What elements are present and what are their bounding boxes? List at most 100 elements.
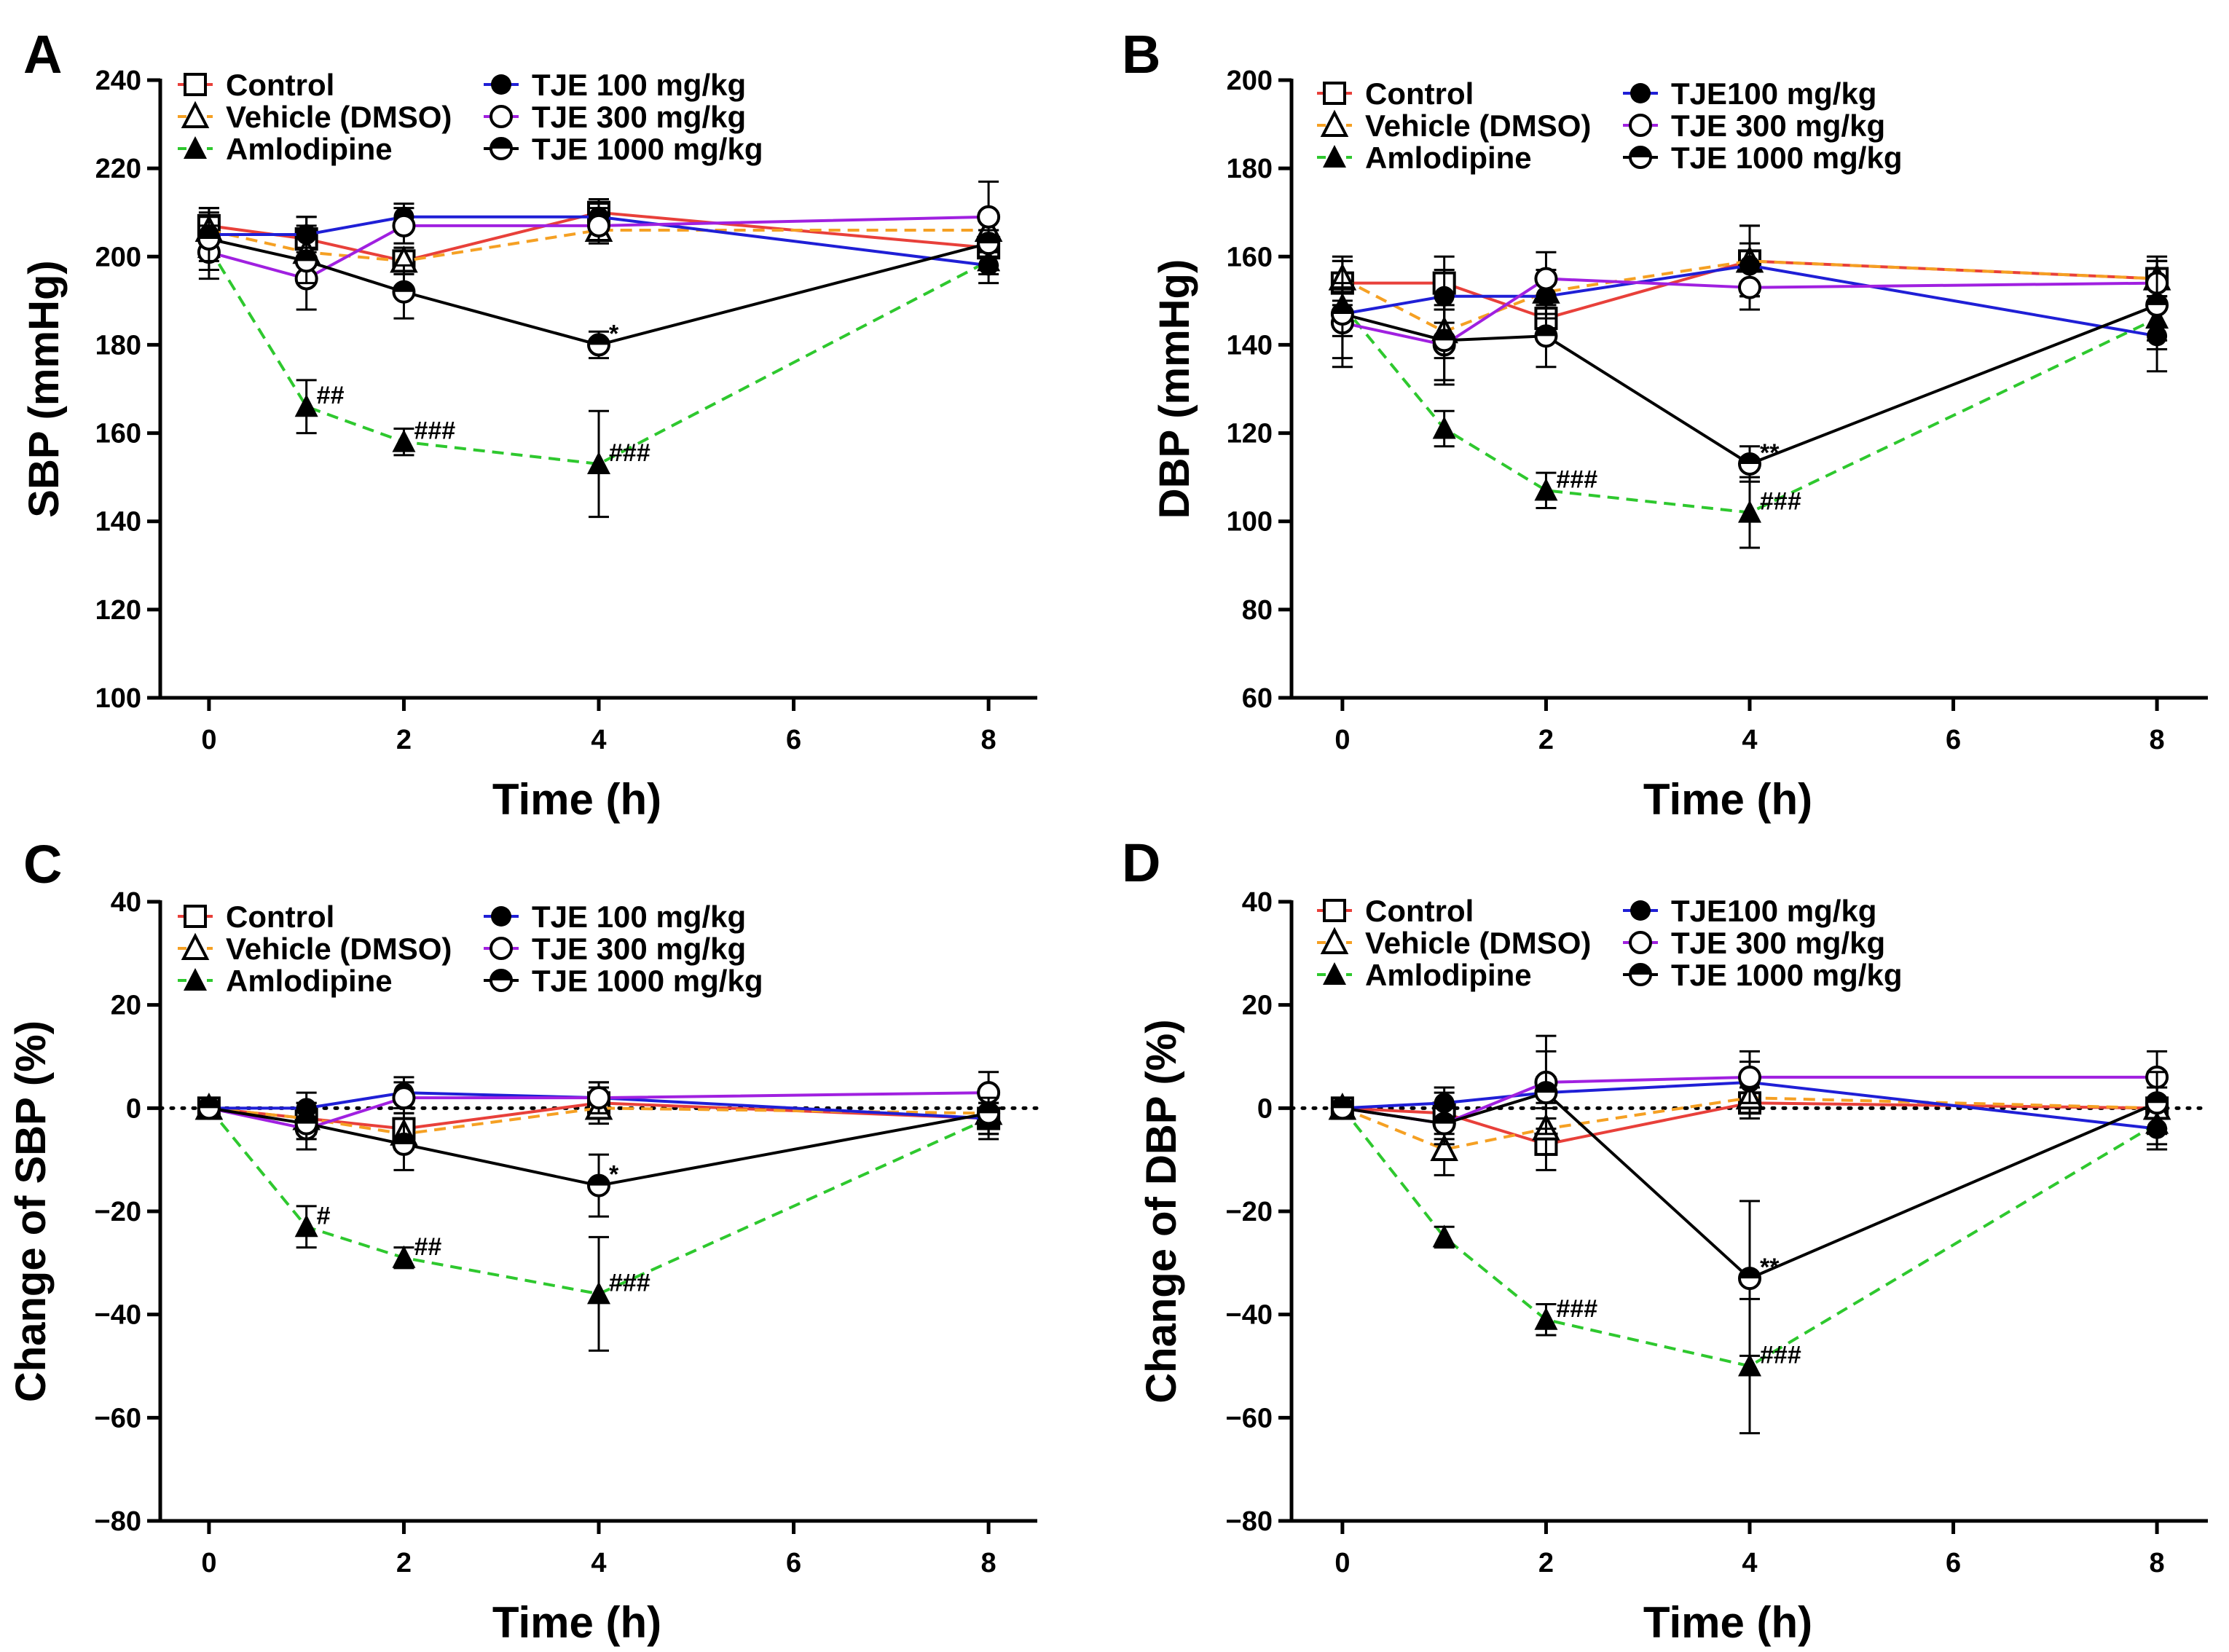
legend-label: TJE100 mg/kg (1671, 76, 1876, 111)
data-point (294, 1112, 318, 1136)
y-tick-label: 100 (95, 683, 141, 714)
series-tje-300-mg-kg (1330, 1034, 2169, 1146)
legend-item: Vehicle (DMSO) (178, 932, 452, 966)
legend-marker (1320, 109, 1349, 137)
data-point (2145, 1091, 2169, 1115)
series-line (1342, 304, 2158, 466)
legend-marker (1323, 899, 1346, 922)
data-point (587, 451, 610, 474)
y-tick-label: −60 (95, 1403, 141, 1433)
legend-marker (490, 105, 513, 128)
legend-label: Amlodipine (226, 964, 393, 998)
legend-marker (1630, 900, 1651, 921)
x-axis-label: Time (h) (1643, 775, 1812, 824)
y-tick-label: 120 (95, 595, 141, 626)
legend-marker (184, 136, 207, 159)
significance-label: ### (1760, 488, 1801, 516)
legend-label: TJE 1000 mg/kg (1671, 141, 1902, 175)
y-tick-label: 220 (95, 154, 141, 184)
legend-item: TJE100 mg/kg (1623, 894, 1876, 928)
legend-label: Control (226, 68, 334, 102)
legend-label: TJE 1000 mg/kg (1671, 958, 1902, 992)
legend-item: TJE 1000 mg/kg (1623, 141, 1902, 175)
data-point (392, 280, 416, 304)
data-point (1534, 267, 1558, 291)
y-tick-label: 240 (95, 66, 141, 96)
legend-marker (1630, 83, 1651, 103)
y-tick-label: −80 (1226, 1506, 1273, 1537)
significance-label: ** (1760, 439, 1780, 467)
y-tick-label: −20 (1226, 1197, 1273, 1227)
legend-marker (490, 969, 513, 992)
data-point (392, 213, 416, 237)
y-tick-label: −80 (95, 1506, 141, 1537)
legend-marker (1629, 146, 1652, 169)
data-point (392, 1132, 416, 1156)
series-tje-1000-mg-kg (1330, 259, 2169, 483)
legend-marker (1323, 82, 1346, 105)
data-point (392, 1245, 416, 1268)
legend-item: TJE 1000 mg/kg (484, 132, 763, 166)
legend-item: Control (178, 900, 334, 934)
legend-marker (184, 73, 207, 96)
x-tick-label: 6 (1946, 725, 1961, 755)
data-point (1330, 1096, 1354, 1120)
significance-label: ### (414, 417, 455, 445)
y-tick-label: 20 (1242, 991, 1273, 1021)
legend-item: Amlodipine (178, 964, 393, 998)
x-tick-label: 6 (1946, 1548, 1961, 1578)
data-point (1432, 416, 1456, 439)
x-tick-label: 6 (786, 1548, 801, 1578)
data-point (587, 1173, 610, 1197)
data-point (2145, 293, 2169, 317)
legend-marker (1323, 145, 1346, 168)
legend-item: TJE 300 mg/kg (1623, 926, 1885, 960)
x-tick-label: 8 (2150, 725, 2165, 755)
legend-item: TJE 300 mg/kg (1623, 109, 1885, 143)
data-point (1534, 1307, 1558, 1330)
x-tick-label: 8 (981, 1548, 996, 1578)
x-tick-label: 4 (591, 1548, 606, 1578)
significance-label: * (609, 1161, 619, 1189)
data-point (1738, 1267, 1761, 1291)
x-tick-label: 8 (981, 725, 996, 755)
legend-label: TJE 300 mg/kg (1671, 109, 1885, 143)
y-tick-label: 200 (1227, 66, 1273, 96)
legend-label: Vehicle (DMSO) (1365, 926, 1591, 960)
x-tick-label: 2 (1538, 1548, 1554, 1578)
x-tick-label: 4 (591, 725, 606, 755)
significance-label: ### (609, 439, 650, 467)
data-point (1738, 1065, 1761, 1089)
legend-label: Amlodipine (1365, 958, 1532, 992)
y-tick-label: 160 (1227, 242, 1273, 272)
legend-item: TJE 300 mg/kg (484, 932, 746, 966)
legend-label: Amlodipine (226, 132, 393, 166)
panel-letter: C (23, 834, 62, 894)
x-tick-label: 2 (396, 725, 412, 755)
y-tick-label: 180 (95, 330, 141, 361)
legend-marker (1320, 927, 1349, 954)
y-tick-label: 140 (95, 507, 141, 538)
data-point (392, 1086, 416, 1110)
data-point (1738, 1353, 1761, 1377)
y-tick-label: 60 (1242, 683, 1273, 714)
data-point (1330, 302, 1354, 326)
x-tick-label: 4 (1742, 725, 1757, 755)
significance-label: * (609, 320, 619, 347)
legend-marker (1629, 963, 1652, 986)
legend-item: Control (1317, 76, 1474, 111)
x-tick-label: 0 (1334, 1548, 1350, 1578)
series-tje-1000-mg-kg (197, 1096, 1001, 1218)
data-point (197, 1096, 221, 1120)
x-tick-label: 2 (396, 1548, 412, 1578)
legend-marker (184, 968, 207, 991)
data-point (977, 1101, 1001, 1125)
panel-letter: A (23, 24, 62, 84)
chart-panel-a: A 100 120 140 160 180 200 220 240 0 2 4 6 8 Time (h) SB… (20, 24, 1037, 824)
significance-label: ## (317, 382, 345, 409)
legend-label: Control (226, 900, 334, 934)
y-tick-label: 40 (1242, 887, 1273, 918)
